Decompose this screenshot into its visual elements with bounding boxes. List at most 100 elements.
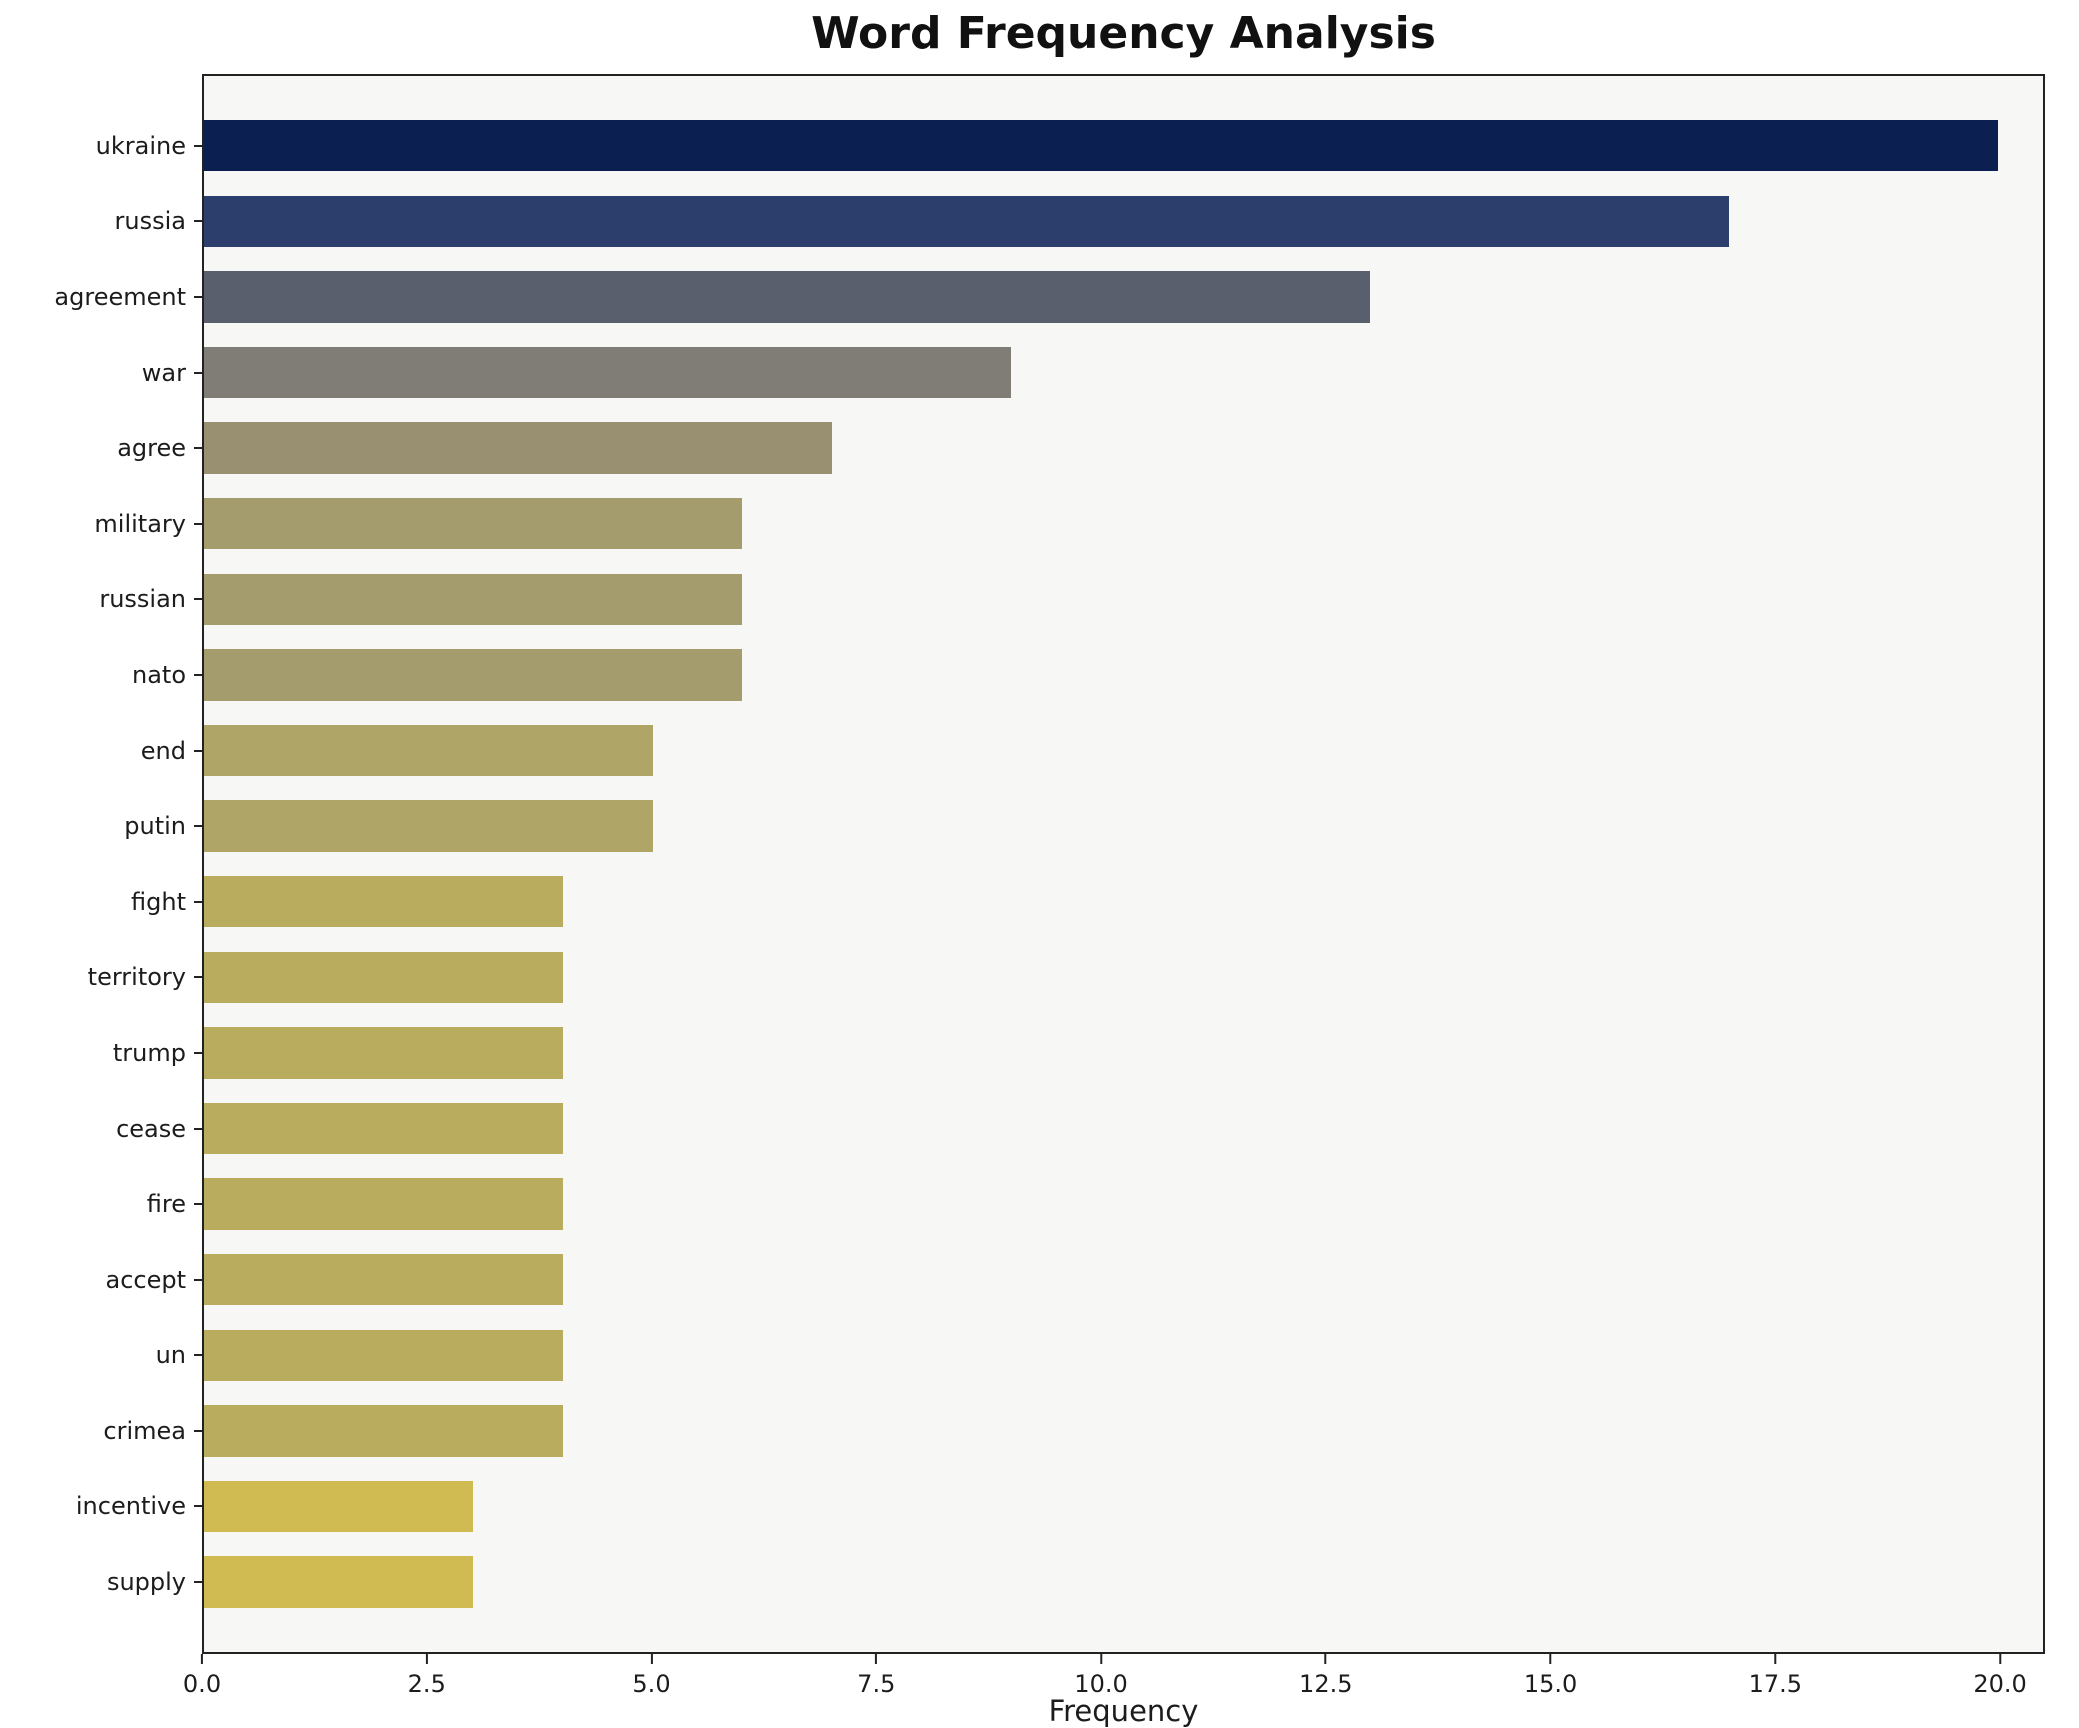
y-tick-label: fire (146, 1190, 186, 1219)
x-tick-label: 7.5 (857, 1670, 896, 1698)
y-tick-mark (194, 900, 204, 903)
y-tick-label: war (141, 358, 186, 387)
y-tick-mark (194, 447, 204, 450)
x-tick-label: 20.0 (1973, 1670, 2027, 1698)
y-tick-label: territory (87, 963, 186, 992)
x-tick-label: 15.0 (1523, 1670, 1578, 1698)
y-tick-mark (194, 1278, 204, 1281)
x-tick: 17.5 (1749, 1654, 1802, 1698)
x-tick-label: 0.0 (182, 1670, 222, 1698)
bar-row: crimea (103, 1393, 2043, 1469)
y-tick-label: un (155, 1341, 186, 1370)
bar-row: trump (113, 1015, 2043, 1091)
y-tick-mark (194, 371, 204, 374)
x-tick-mark (1100, 1654, 1103, 1664)
y-tick-mark (194, 1203, 204, 1206)
x-tick-label: 12.5 (1299, 1670, 1353, 1698)
bar (204, 876, 563, 928)
x-tick-label: 5.0 (632, 1670, 671, 1698)
y-tick-mark (194, 598, 204, 601)
y-tick-mark (194, 1127, 204, 1130)
x-tick: 20.0 (1973, 1654, 2027, 1698)
bar (204, 1405, 563, 1457)
bar (204, 1178, 563, 1230)
x-axis-label: Frequency (1048, 1694, 1199, 1728)
x-tick-mark (875, 1654, 878, 1664)
bar-row: territory (88, 940, 2043, 1016)
bar-row: cease (116, 1091, 2043, 1167)
y-tick-mark (194, 1429, 204, 1432)
bar (204, 649, 743, 701)
bar-row: military (94, 486, 2043, 562)
y-tick-label: crimea (103, 1416, 186, 1445)
bar (204, 1254, 563, 1306)
y-tick-mark (194, 295, 204, 298)
bar-row: supply (107, 1544, 2043, 1620)
x-tick: 7.5 (857, 1654, 895, 1698)
bar (204, 573, 743, 626)
bar-row: putin (124, 788, 2043, 864)
bar (204, 1027, 563, 1079)
y-tick-label: russia (114, 207, 186, 236)
x-tick-mark (425, 1654, 428, 1664)
y-tick-label: end (140, 736, 186, 765)
bar-row: russian (99, 562, 2043, 638)
x-tick-label: 17.5 (1748, 1670, 1802, 1698)
x-tick: 5.0 (632, 1654, 671, 1698)
y-tick-label: agree (117, 434, 186, 463)
bar-row: un (156, 1318, 2043, 1394)
y-tick-mark (194, 1051, 204, 1054)
y-tick-mark (194, 976, 204, 979)
x-tick: 2.5 (408, 1654, 446, 1698)
plot-area: ukraine russia agreement war agree military ru… (54, 74, 2045, 1654)
bar (204, 1480, 474, 1533)
bar-row: incentive (76, 1469, 2043, 1545)
y-tick-mark (194, 1581, 204, 1584)
bar-row: agree (117, 410, 2043, 486)
y-tick-label: putin (124, 812, 186, 841)
x-tick: 10.0 (1074, 1654, 1128, 1698)
x-tick-mark (1774, 1654, 1777, 1664)
bar (204, 800, 653, 852)
y-tick-label: cease (116, 1114, 186, 1143)
bar-row: ukraine (96, 108, 2043, 184)
bar (204, 724, 653, 777)
bar (204, 1329, 563, 1381)
bar-row: nato (132, 637, 2043, 713)
x-tick: 0.0 (183, 1654, 221, 1698)
bar-row: agreement (54, 259, 2043, 335)
y-tick-mark (194, 1354, 204, 1357)
y-tick-label: military (94, 509, 186, 538)
bar (204, 951, 563, 1004)
y-tick-mark (194, 1505, 204, 1508)
bar-row: accept (105, 1242, 2043, 1318)
x-tick-label: 2.5 (407, 1670, 446, 1698)
bar (204, 195, 1730, 248)
y-tick-label: ukraine (95, 131, 186, 160)
bar (204, 422, 832, 474)
bar-row: fire (147, 1166, 2043, 1242)
y-tick-label: fight (131, 887, 186, 916)
y-tick-mark (194, 220, 204, 223)
bar-row: war (142, 335, 2043, 411)
bar (204, 120, 1999, 172)
y-tick-label: incentive (75, 1492, 186, 1521)
bars-container: ukraine russia agreement war agree military ru… (54, 108, 2043, 1620)
bar-row: russia (115, 184, 2043, 260)
y-tick-mark (194, 749, 204, 752)
bar (204, 1556, 474, 1608)
y-tick-label: accept (105, 1265, 186, 1294)
x-tick-mark (1999, 1654, 2002, 1664)
bar-row: end (141, 713, 2043, 789)
x-tick-mark (1549, 1654, 1552, 1664)
y-tick-mark (194, 522, 204, 525)
bar (204, 1102, 563, 1155)
bar (204, 346, 1012, 399)
x-tick-mark (1324, 1654, 1327, 1664)
y-tick-label: russian (99, 585, 186, 614)
x-tick-mark (650, 1654, 653, 1664)
y-tick-label: nato (131, 660, 186, 689)
y-tick-label: supply (106, 1568, 186, 1597)
y-tick-mark (194, 144, 204, 147)
y-tick-mark (194, 673, 204, 676)
